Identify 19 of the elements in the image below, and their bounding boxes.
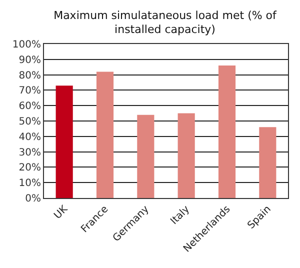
bar xyxy=(56,86,73,198)
bar xyxy=(259,127,276,198)
bar xyxy=(218,66,236,198)
x-tick-label: UK xyxy=(52,204,70,222)
y-tick-label: 50% xyxy=(18,116,41,128)
y-tick-label: 10% xyxy=(18,178,41,190)
y-tick-label: 30% xyxy=(18,147,41,158)
chart-title: Maximum simulataneous load met (% of installed capacity) xyxy=(54,8,278,36)
y-tick-label: 40% xyxy=(18,132,41,143)
y-tick-label: 80% xyxy=(18,70,41,82)
y-tick-label: 0% xyxy=(25,194,41,204)
bar xyxy=(137,114,154,198)
y-tick-label: 100% xyxy=(12,40,41,50)
y-tick-label: 20% xyxy=(18,162,41,174)
y-tick-label: 60% xyxy=(18,101,41,112)
y-tick-label: 70% xyxy=(18,86,41,97)
y-tick-label: 90% xyxy=(18,54,41,66)
bar xyxy=(96,72,114,198)
bar xyxy=(178,113,195,198)
